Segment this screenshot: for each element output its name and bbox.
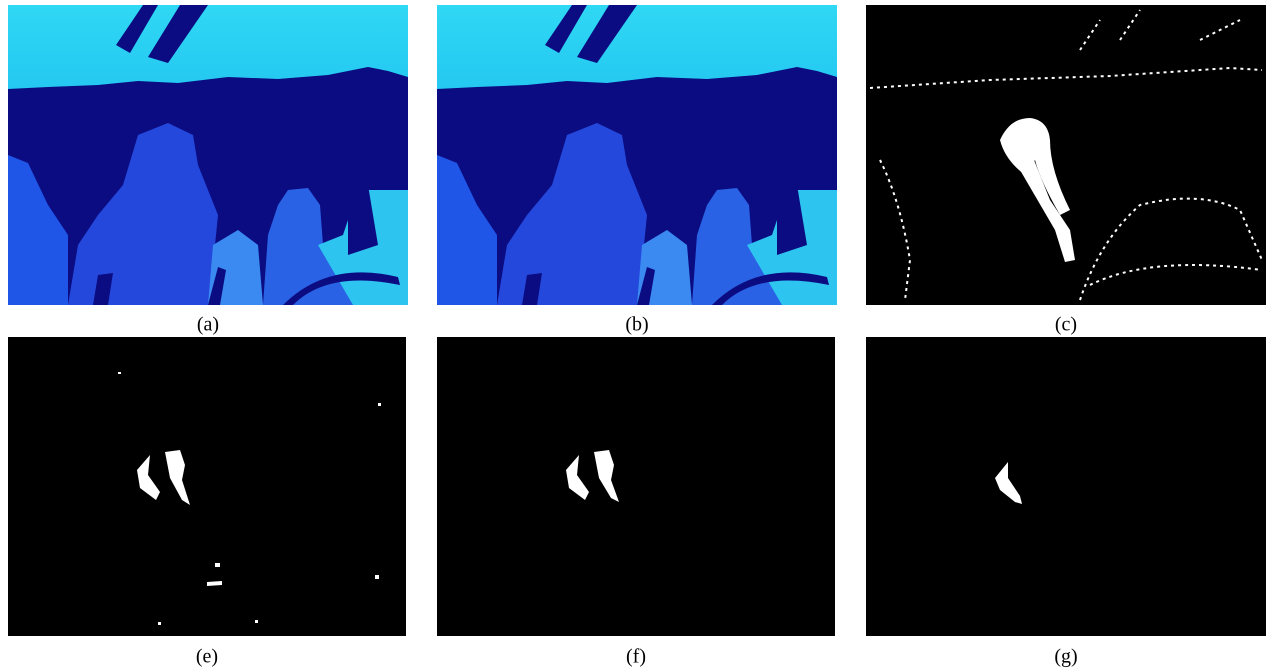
panel-a: (a) bbox=[8, 5, 408, 336]
caption: (c) bbox=[1055, 314, 1077, 336]
mask-image bbox=[437, 337, 835, 636]
panel-e: (e) bbox=[8, 337, 406, 668]
panel-g: (g) bbox=[866, 337, 1266, 668]
caption: (a) bbox=[197, 314, 219, 336]
mask-image bbox=[866, 337, 1266, 636]
caption: (f) bbox=[626, 646, 646, 668]
panel-b: (b) bbox=[437, 5, 837, 336]
caption: (e) bbox=[196, 646, 218, 668]
panel-c: (c) bbox=[866, 5, 1266, 336]
figure: (a) (b) (c) (e) (f) (g) bbox=[0, 0, 1267, 668]
caption: (g) bbox=[1054, 646, 1077, 668]
mask-image bbox=[8, 337, 406, 636]
caption: (b) bbox=[625, 314, 648, 336]
depth-image bbox=[437, 5, 837, 305]
panel-f: (f) bbox=[437, 337, 835, 668]
depth-image bbox=[8, 5, 408, 305]
